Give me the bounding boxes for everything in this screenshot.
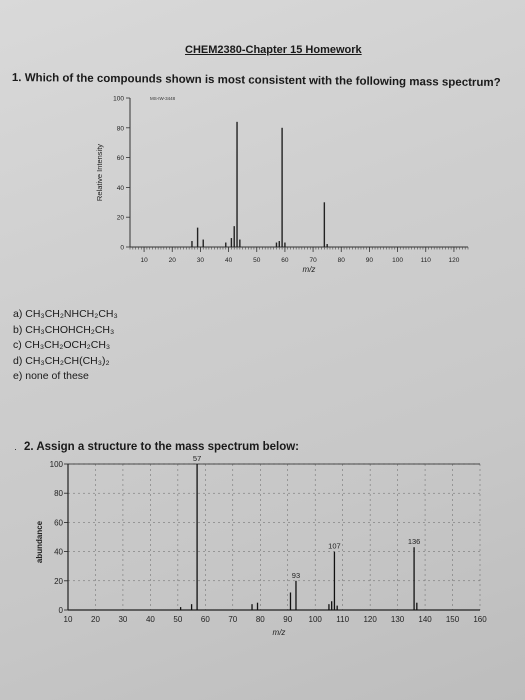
bullet-mark: · — [14, 444, 17, 454]
answer-list: a) CH₃CH₂NHCH₂CH₃ b) CH₃CHOHCH₂CH₃ c) CH… — [13, 307, 118, 385]
x-tick-label: 90 — [366, 257, 374, 264]
answer-option-b: b) CH₃CHOHCH₂CH₃ — [13, 323, 115, 336]
x-tick-label: 140 — [418, 615, 432, 624]
y-axis-label: abundance — [35, 520, 44, 563]
x-axis-label: m/z — [303, 265, 316, 274]
chart-id-label: MS-IW-3448 — [150, 96, 176, 101]
x-tick-label: 30 — [118, 615, 127, 624]
x-tick-label: 80 — [256, 615, 265, 624]
x-axis-label: m/z — [273, 628, 286, 637]
x-tick-label: 70 — [228, 615, 237, 624]
y-tick-label: 20 — [54, 577, 63, 586]
x-tick-label: 20 — [91, 615, 100, 624]
y-tick-label: 100 — [50, 460, 64, 469]
question-2-prompt: 2. Assign a structure to the mass spectr… — [24, 441, 300, 453]
y-tick-label: 20 — [117, 215, 125, 222]
x-tick-label: 130 — [391, 615, 405, 624]
x-tick-label: 50 — [253, 257, 261, 264]
mass-spectrum-chart-1: 10 20 30 40 50 60 70 80 90 100 110 120 0 20 40 60 80 100 M… — [95, 96, 469, 274]
y-axis-label: Relative Intensity — [95, 144, 104, 201]
peak-label: 136 — [408, 537, 421, 546]
x-tick-label: 120 — [448, 257, 459, 264]
x-tick-label: 10 — [64, 615, 73, 624]
x-tick-label: 100 — [309, 615, 323, 624]
y-tick-label: 60 — [117, 155, 125, 162]
y-tick-label: 40 — [54, 548, 63, 557]
x-tick-label: 160 — [473, 615, 487, 624]
y-tick-label: 80 — [117, 125, 125, 132]
y-tick-label: 0 — [59, 606, 64, 615]
x-tick-label: 50 — [173, 615, 182, 624]
x-tick-label: 110 — [421, 257, 432, 264]
y-tick-label: 0 — [120, 245, 124, 252]
x-tick-label: 90 — [283, 615, 292, 624]
x-tick-label: 110 — [336, 615, 349, 624]
x-tick-label: 80 — [338, 257, 346, 264]
x-tick-label: 60 — [201, 615, 210, 624]
peak-label: 107 — [328, 542, 341, 551]
x-tick-label: 60 — [281, 257, 289, 264]
x-tick-label: 150 — [446, 615, 460, 624]
y-tick-label: 40 — [117, 185, 125, 192]
question-1-prompt: 1. Which of the compounds shown is most … — [11, 72, 501, 90]
peak-label: 57 — [193, 455, 201, 463]
page-title: CHEM2380-Chapter 15 Homework — [185, 44, 362, 56]
x-tick-label: 120 — [363, 615, 377, 624]
x-tick-label: 10 — [140, 257, 148, 264]
y-tick-label: 80 — [54, 489, 63, 498]
answer-option-e: e) none of these — [13, 370, 89, 383]
x-tick-label: 20 — [169, 257, 177, 264]
x-tick-label: 40 — [146, 615, 155, 624]
x-tick-label: 30 — [197, 257, 205, 264]
answer-option-a: a) CH₃CH₂NHCH₂CH₃ — [13, 308, 118, 320]
answer-option-c: c) CH₃CH₂OCH₂CH₃ — [13, 339, 111, 352]
x-tick-label: 100 — [392, 257, 403, 264]
y-tick-label: 100 — [113, 96, 124, 103]
mass-spectrum-chart-2: 10 20 30 40 50 60 70 80 90 100 110 120 130 140 150 160 0… — [35, 455, 487, 637]
answer-option-d: d) CH₃CH₂CH(CH₃)₂ — [13, 354, 110, 367]
x-tick-label: 70 — [309, 257, 317, 264]
peak-label: 93 — [292, 571, 300, 580]
x-tick-label: 40 — [225, 257, 233, 264]
y-tick-label: 60 — [54, 518, 63, 527]
